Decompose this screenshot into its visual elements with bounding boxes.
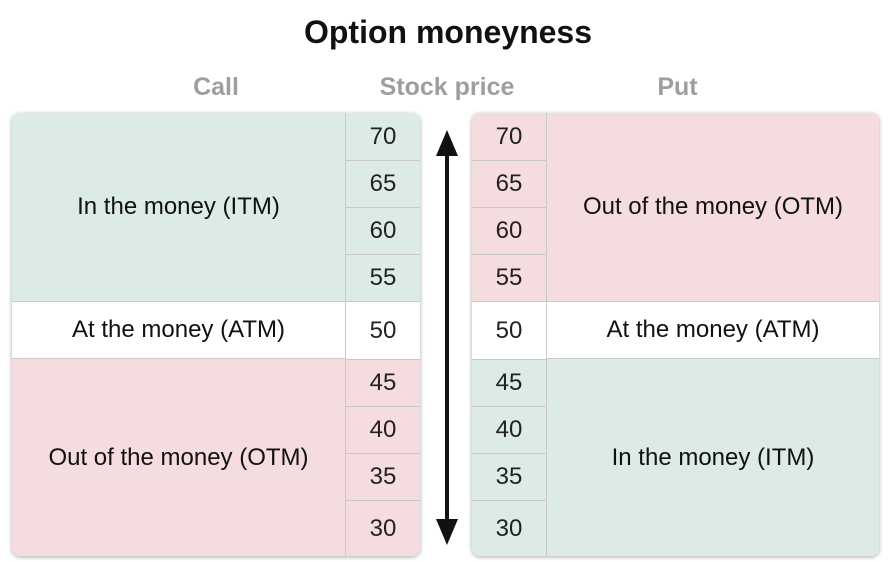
put-otm-zone: Out of the money (OTM) bbox=[547, 113, 879, 301]
diagram-title: Option moneyness bbox=[303, 14, 593, 50]
stock-price-header: Stock price bbox=[379, 73, 515, 101]
call-price-cell-60: 60 bbox=[345, 207, 420, 254]
put-price-cell-30: 30 bbox=[472, 500, 547, 556]
call-otm-zone: Out of the money (OTM) bbox=[12, 359, 345, 556]
put-panel: Out of the money (OTM) At the money (ATM… bbox=[472, 113, 879, 556]
put-price-cell-40: 40 bbox=[472, 406, 547, 453]
put-price-cell-55: 55 bbox=[472, 254, 547, 301]
call-header: Call bbox=[193, 73, 239, 101]
call-price-cell-50: 50 bbox=[345, 301, 420, 359]
put-price-cell-50: 50 bbox=[472, 301, 547, 359]
call-price-cell-65: 65 bbox=[345, 160, 420, 207]
put-price-cell-70: 70 bbox=[472, 113, 547, 160]
call-atm-zone: At the money (ATM) bbox=[12, 301, 345, 359]
call-price-cell-30: 30 bbox=[345, 500, 420, 556]
put-atm-zone: At the money (ATM) bbox=[547, 301, 879, 359]
put-price-cell-45: 45 bbox=[472, 359, 547, 406]
call-itm-zone: In the money (ITM) bbox=[12, 113, 345, 301]
put-price-cell-60: 60 bbox=[472, 207, 547, 254]
call-price-cell-45: 45 bbox=[345, 359, 420, 406]
price-direction-arrow-icon bbox=[436, 130, 458, 545]
call-panel: In the money (ITM) At the money (ATM) Ou… bbox=[12, 113, 420, 556]
put-itm-zone: In the money (ITM) bbox=[547, 359, 879, 556]
put-price-cell-65: 65 bbox=[472, 160, 547, 207]
put-price-cell-35: 35 bbox=[472, 453, 547, 500]
put-header: Put bbox=[657, 73, 698, 101]
call-price-cell-70: 70 bbox=[345, 113, 420, 160]
call-price-cell-35: 35 bbox=[345, 453, 420, 500]
call-price-cell-40: 40 bbox=[345, 406, 420, 453]
call-price-cell-55: 55 bbox=[345, 254, 420, 301]
